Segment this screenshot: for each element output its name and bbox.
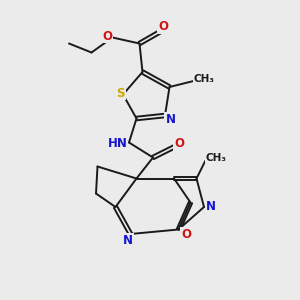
Text: N: N <box>123 233 133 247</box>
Text: O: O <box>181 227 191 241</box>
Text: HN: HN <box>108 136 127 150</box>
Text: N: N <box>165 112 176 126</box>
Text: S: S <box>116 86 125 100</box>
Text: N: N <box>206 200 216 214</box>
Text: O: O <box>102 29 112 43</box>
Text: O: O <box>158 20 168 34</box>
Text: CH₃: CH₃ <box>206 153 226 163</box>
Text: O: O <box>174 137 184 150</box>
Text: CH₃: CH₃ <box>194 74 214 84</box>
